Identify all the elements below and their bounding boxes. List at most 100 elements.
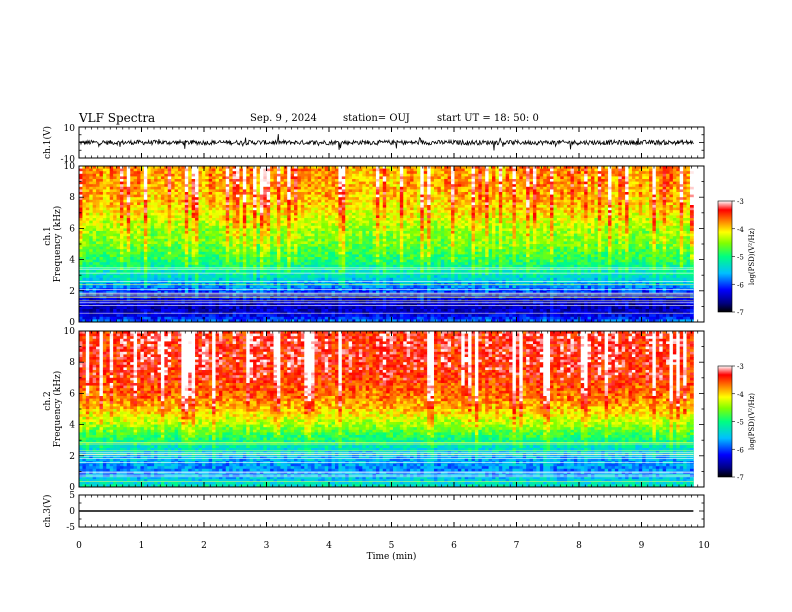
spectrogram-cell	[540, 187, 544, 190]
spectrogram-cell	[635, 200, 639, 203]
spectrogram-cell	[536, 176, 540, 179]
spectrogram-cell	[110, 228, 114, 231]
spectrogram-cell	[226, 213, 230, 216]
spectrogram-cell	[625, 197, 629, 200]
spectrogram-cell	[185, 221, 189, 224]
spectrogram-cell	[417, 234, 421, 237]
spectrogram-cell	[611, 195, 615, 198]
spectrogram-cell	[690, 215, 694, 218]
spectrogram-cell	[103, 197, 107, 200]
spectrogram-cell	[502, 213, 506, 216]
spectrogram-cell	[147, 174, 151, 177]
spectrogram-cell	[158, 176, 162, 179]
spectrogram-cell	[147, 205, 151, 208]
spectrogram-cell	[540, 221, 544, 224]
spectrogram-cell	[297, 174, 301, 177]
spectrogram-cell	[246, 189, 250, 192]
spectrogram-cell	[229, 179, 233, 182]
spectrogram-cell	[649, 202, 653, 205]
spectrogram-cell	[605, 228, 609, 231]
spectrogram-cell	[243, 228, 247, 231]
spectrogram-cell	[618, 226, 622, 229]
spectrogram-cell	[222, 231, 226, 234]
spectrogram-cell	[543, 231, 547, 234]
spectrogram-cell	[144, 202, 148, 205]
spectrogram-cell	[137, 234, 141, 237]
spectrogram-cell	[659, 192, 663, 195]
spectrogram-cell	[178, 236, 182, 239]
spectrogram-cell	[669, 231, 673, 234]
spectrogram-cell	[396, 169, 400, 172]
spectrogram-cell	[591, 213, 595, 216]
spectrogram-cell	[335, 179, 339, 182]
spectrogram-cell	[543, 223, 547, 226]
spectrogram-cell	[205, 171, 209, 174]
spectrogram-cell	[127, 223, 131, 226]
spectrogram-cell	[158, 234, 162, 237]
spectrogram-cell	[373, 234, 377, 237]
spectrogram-cell	[297, 208, 301, 211]
spectrogram-cell	[472, 221, 476, 224]
spectrogram-cell	[605, 200, 609, 203]
spectrogram-cell	[226, 218, 230, 221]
spectrogram-cell	[113, 184, 117, 187]
spectrogram-cell	[369, 218, 373, 221]
spectrogram-cell	[123, 213, 127, 216]
spectrogram-cell	[185, 236, 189, 239]
spectrogram-cell	[451, 174, 455, 177]
spectrogram-cell	[591, 192, 595, 195]
spectrogram-cell	[222, 200, 226, 203]
spectrogram-cell	[649, 215, 653, 218]
spectrogram-cell	[598, 179, 602, 182]
spectrogram-cell	[567, 205, 571, 208]
spectrogram-cell	[236, 192, 240, 195]
spectrogram-cell	[533, 236, 537, 239]
spectrogram-cell	[181, 192, 185, 195]
spectrogram-cell	[519, 182, 523, 185]
spectrogram-cell	[547, 169, 551, 172]
spectrogram-cell	[229, 234, 233, 237]
spectrogram-cell	[608, 202, 612, 205]
spectrogram-cell	[359, 226, 363, 229]
spectrogram-cell	[683, 179, 687, 182]
spectrogram-cell	[642, 205, 646, 208]
spectrogram-cell	[106, 236, 110, 239]
spectrogram-cell	[308, 176, 312, 179]
spectrogram-cell	[229, 174, 233, 177]
spectrogram-cell	[403, 228, 407, 231]
spectrogram-cell	[492, 215, 496, 218]
spectrogram-cell	[557, 192, 561, 195]
spectrogram-cell	[366, 226, 370, 229]
spectrogram-cell	[461, 223, 465, 226]
spectrogram-cell	[437, 218, 441, 221]
spectrogram-cell	[127, 205, 131, 208]
spectrogram-cell	[212, 218, 216, 221]
spectrogram-cell	[226, 215, 230, 218]
spectrogram-cell	[448, 182, 452, 185]
spectrogram-cell	[557, 228, 561, 231]
spectrogram-cell	[151, 234, 155, 237]
spectrogram-cell	[642, 195, 646, 198]
spectrogram-cell	[236, 236, 240, 239]
spectrogram-cell	[89, 197, 93, 200]
spectrogram-cell	[676, 234, 680, 237]
spectrogram-cell	[629, 221, 633, 224]
spectrogram-cell	[540, 202, 544, 205]
spectrogram-cell	[396, 184, 400, 187]
spectrogram-cell	[571, 223, 575, 226]
spectrogram-cell	[383, 200, 387, 203]
spectrogram-cell	[629, 176, 633, 179]
spectrogram-cell	[158, 215, 162, 218]
spectrogram-cell	[338, 184, 342, 187]
spectrogram-cell	[632, 192, 636, 195]
spectrogram-cell	[492, 234, 496, 237]
spectrogram-cell	[431, 187, 435, 190]
spectrogram-cell	[318, 223, 322, 226]
spectrogram-cell	[229, 197, 233, 200]
spectrogram-cell	[123, 197, 127, 200]
spectrogram-cell	[287, 200, 291, 203]
spectrogram-cell	[383, 231, 387, 234]
spectrogram-cell	[198, 187, 202, 190]
spectrogram-cell	[209, 169, 213, 172]
spectrogram-cell	[468, 189, 472, 192]
